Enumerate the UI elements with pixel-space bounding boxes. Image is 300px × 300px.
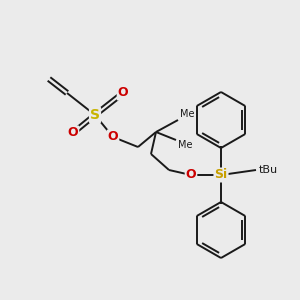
Text: Si: Si — [214, 169, 228, 182]
Text: S: S — [90, 108, 100, 122]
Text: Me: Me — [180, 109, 194, 119]
Text: tBu: tBu — [259, 165, 278, 175]
Text: O: O — [118, 86, 128, 100]
Text: O: O — [108, 130, 118, 143]
Text: O: O — [68, 127, 78, 140]
Text: Me: Me — [178, 140, 193, 150]
Text: O: O — [186, 169, 196, 182]
